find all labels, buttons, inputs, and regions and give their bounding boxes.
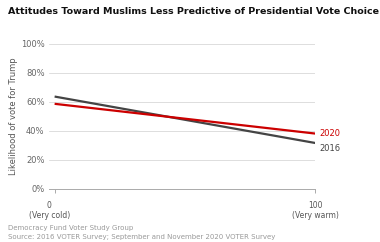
Text: Democracy Fund Voter Study Group
Source: 2016 VOTER Survey; September and Novemb: Democracy Fund Voter Study Group Source:… — [8, 225, 275, 240]
Text: 2020: 2020 — [320, 129, 340, 138]
Y-axis label: Likelihood of vote for Trump: Likelihood of vote for Trump — [9, 57, 18, 175]
Text: 2016: 2016 — [320, 144, 341, 153]
Text: 0
(Very cold): 0 (Very cold) — [29, 201, 70, 220]
Text: Attitudes Toward Muslims Less Predictive of Presidential Vote Choice in 2020: Attitudes Toward Muslims Less Predictive… — [8, 7, 380, 16]
Text: 100
(Very warm): 100 (Very warm) — [292, 201, 339, 220]
